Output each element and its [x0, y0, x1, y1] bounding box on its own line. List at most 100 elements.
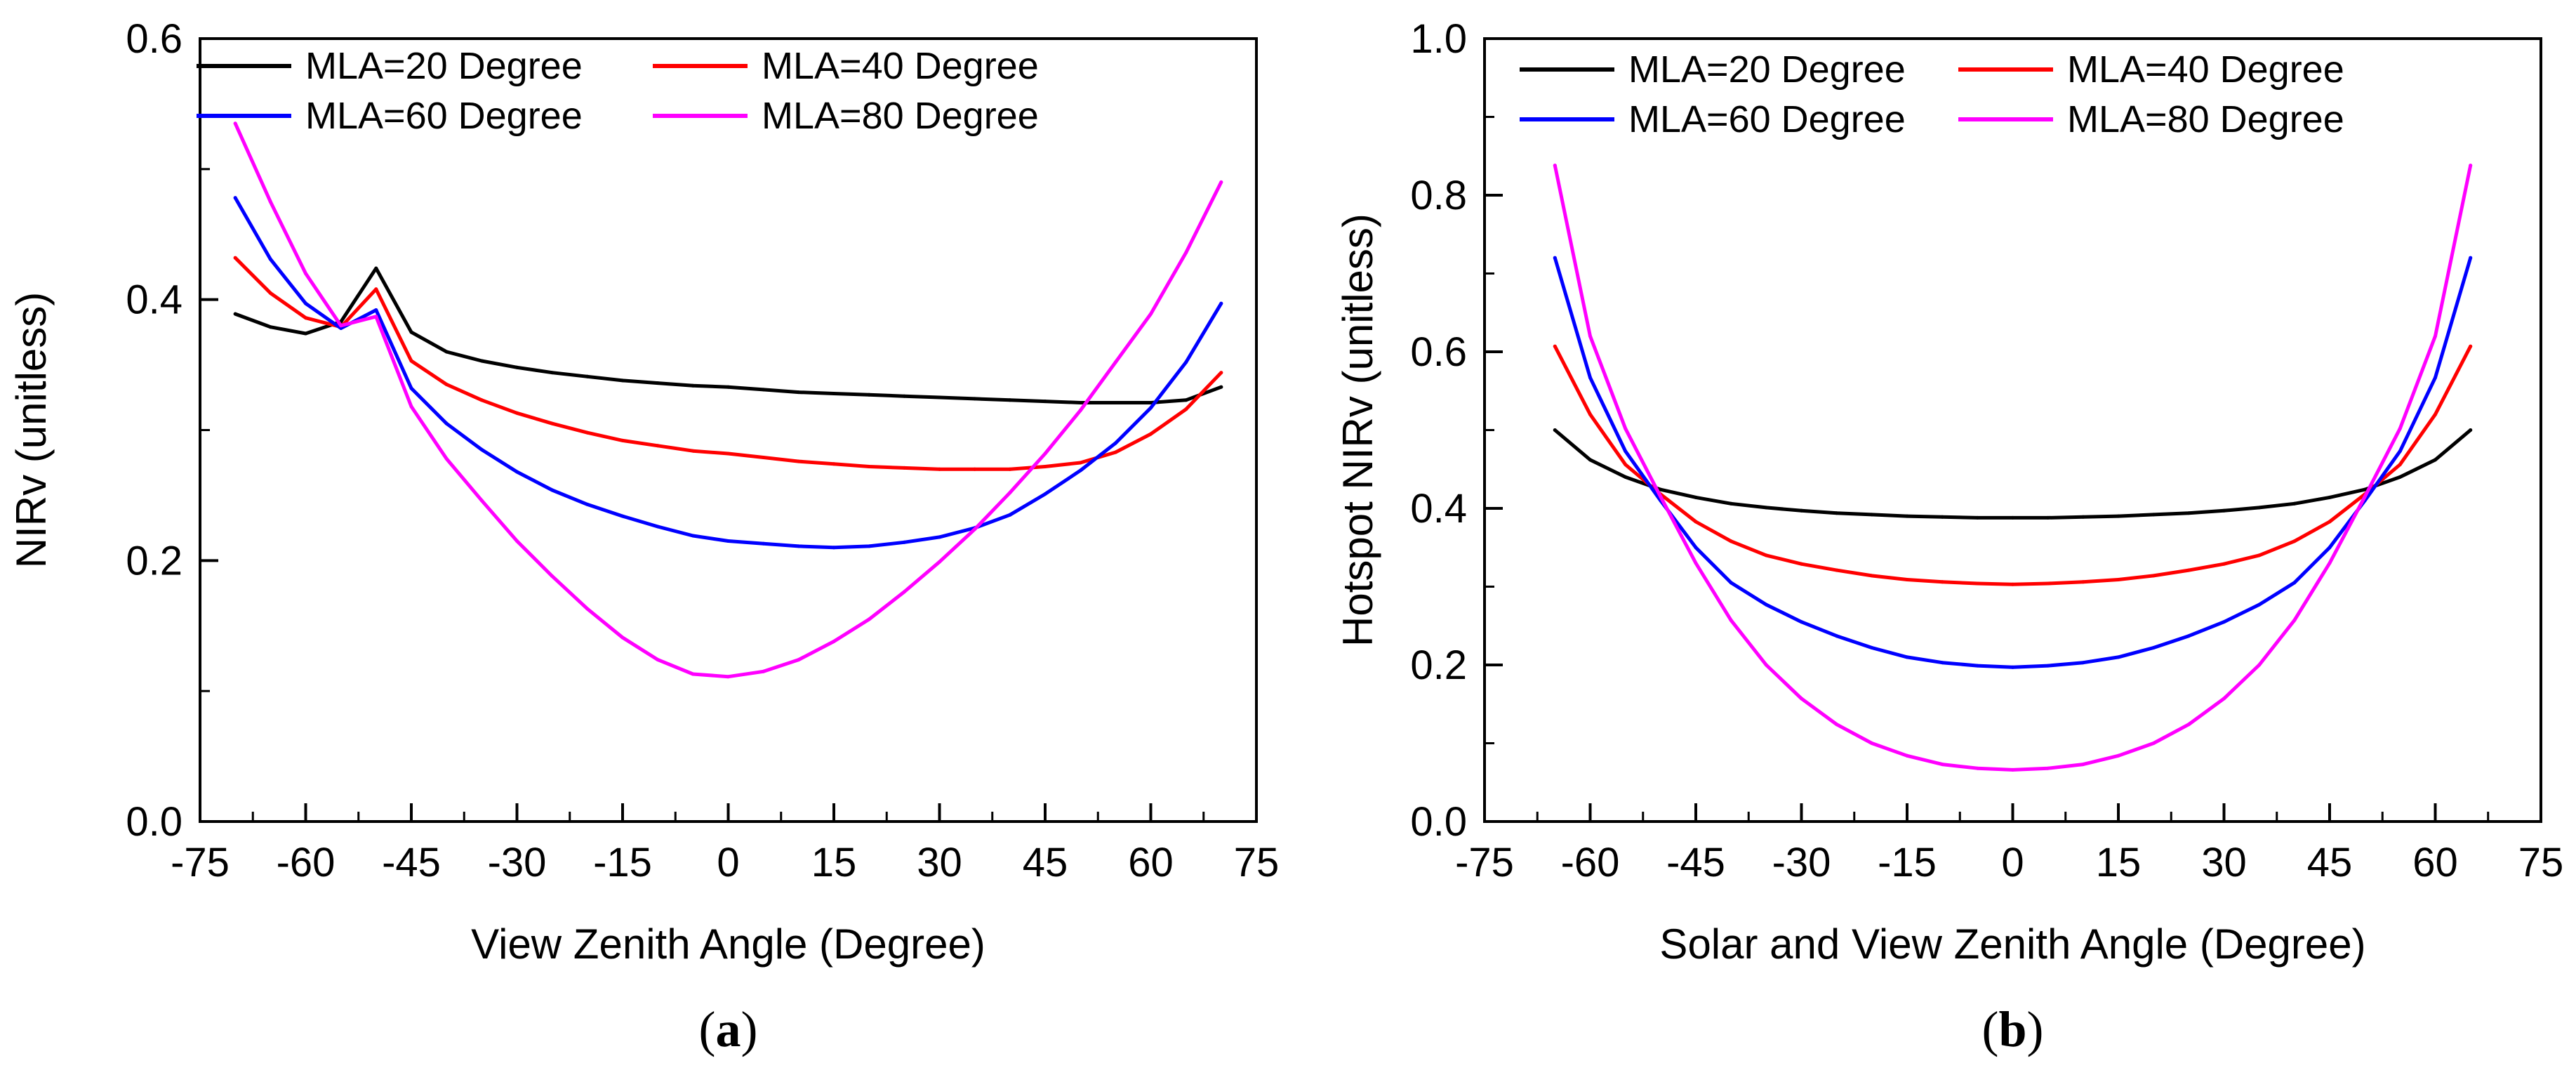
data-point [1008, 398, 1012, 402]
data-point [1008, 467, 1012, 471]
data-point [2398, 449, 2402, 454]
data-point [2011, 515, 2014, 520]
x-tick-label: 30 [2201, 840, 2247, 885]
data-point [304, 316, 307, 320]
data-point [479, 499, 484, 503]
plot-frame [199, 37, 1258, 823]
data-point [2257, 553, 2262, 558]
y-axis-title: NIRv (unitless) [8, 292, 55, 568]
data-point [1694, 520, 1698, 524]
data-point [479, 359, 484, 363]
series-3 [1553, 256, 2473, 669]
data-point [1975, 515, 1979, 520]
data-point [1870, 741, 1874, 745]
x-tick-label: -30 [1772, 840, 1831, 885]
data-point [1800, 508, 1803, 513]
data-point [1835, 634, 1839, 638]
data-point [691, 383, 695, 388]
data-point [1219, 180, 1223, 184]
data-point [1835, 511, 1839, 515]
data-point [2081, 763, 2085, 767]
data-point [1764, 663, 1768, 667]
data-point [2398, 463, 2402, 467]
data-point [2434, 376, 2437, 380]
data-point [1588, 412, 1592, 416]
x-tick-label: 75 [2518, 840, 2564, 885]
data-point [2292, 539, 2297, 543]
data-point [2081, 661, 2085, 665]
series-4 [1553, 164, 2473, 772]
data-point [620, 514, 625, 518]
data-point [2292, 501, 2297, 506]
data-point [1149, 401, 1153, 404]
data-point [1694, 546, 1698, 550]
data-point [2328, 546, 2332, 550]
data-point [585, 502, 590, 506]
data-point [1588, 376, 1592, 380]
data-point [2222, 562, 2226, 566]
caption-letter: a [716, 1001, 741, 1057]
data-point [479, 398, 484, 402]
data-point [2081, 515, 2085, 519]
data-point [1729, 581, 1733, 585]
data-point [1905, 514, 1909, 518]
data-point [374, 266, 378, 270]
series-line [1553, 344, 2473, 586]
legend-item: MLA=20 Degree [1520, 48, 1906, 91]
data-point [2186, 723, 2191, 727]
y-axis-title: Hotspot NIRv (unitless) [1334, 213, 1381, 647]
data-point [620, 438, 625, 442]
legend-label: MLA=40 Degree [2067, 48, 2344, 91]
caption-open: ( [1981, 1001, 1998, 1057]
data-point [938, 535, 941, 539]
data-point [762, 541, 766, 546]
data-point [1624, 426, 1628, 430]
data-point [2116, 753, 2120, 758]
data-point [938, 395, 941, 400]
data-point [1624, 475, 1628, 479]
x-tick-label: 15 [2096, 840, 2142, 885]
legend-item: MLA=60 Degree [197, 95, 583, 137]
data-point [938, 560, 941, 564]
data-point [1553, 428, 1557, 432]
x-tick-label: 60 [2412, 840, 2458, 885]
data-point [2328, 520, 2332, 524]
data-point [374, 308, 378, 312]
plot-frame [1483, 37, 2542, 823]
data-point [973, 467, 977, 471]
series-line [1553, 428, 2473, 520]
data-point [233, 196, 237, 200]
x-tick-label: 60 [1128, 840, 1174, 885]
data-point [1659, 487, 1663, 492]
data-point [1149, 312, 1153, 316]
data-point [797, 544, 801, 548]
data-point [1940, 661, 1944, 665]
data-point [1184, 360, 1188, 364]
data-point [1008, 513, 1012, 517]
data-point [1729, 501, 1733, 506]
data-point [2292, 581, 2297, 585]
data-point [1113, 360, 1117, 364]
data-point [1078, 461, 1082, 465]
legend-item: MLA=60 Degree [1520, 98, 1906, 140]
data-point [2046, 581, 2050, 586]
data-point [1975, 664, 1979, 668]
data-point [832, 392, 836, 395]
data-point [1764, 553, 1768, 558]
data-point [832, 462, 836, 466]
data-point [1043, 451, 1047, 456]
series-line [1553, 256, 2473, 669]
data-point [2328, 561, 2332, 565]
panel-caption: (a) [699, 1001, 758, 1057]
series-line [233, 256, 1223, 471]
data-point [1800, 562, 1803, 566]
data-point [2151, 646, 2156, 649]
data-point [1553, 344, 1557, 348]
data-point [1078, 401, 1082, 404]
data-point [902, 394, 906, 398]
legend-label: MLA=60 Degree [305, 95, 583, 137]
series-2 [1553, 344, 2473, 586]
data-point [268, 199, 272, 204]
data-point [867, 544, 871, 548]
data-point [2222, 697, 2226, 701]
